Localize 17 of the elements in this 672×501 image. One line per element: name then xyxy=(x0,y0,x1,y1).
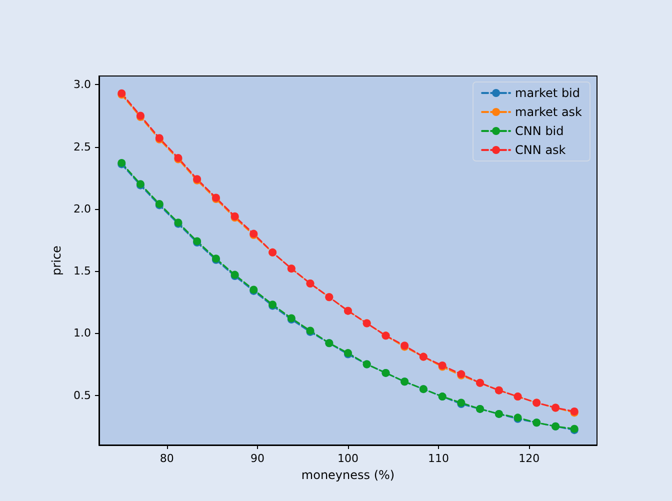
x-tick-label: 80 xyxy=(160,452,174,465)
legend-label: CNN ask xyxy=(515,143,566,157)
x-tick-label: 100 xyxy=(338,452,358,465)
x-tick-label: 110 xyxy=(428,452,450,465)
y-tick-label: 3.0 xyxy=(74,78,91,92)
y-tick-label: 2.0 xyxy=(74,202,91,216)
y-axis-title: price xyxy=(50,246,64,276)
legend-label: market ask xyxy=(515,105,582,119)
y-tick-label: 1.0 xyxy=(74,326,91,340)
legend-label: market bid xyxy=(515,86,580,100)
legend-label: CNN bid xyxy=(515,124,564,138)
y-tick-label: 0.5 xyxy=(74,388,91,402)
x-axis-title: moneyness (%) xyxy=(301,468,395,482)
y-tick-label: 2.5 xyxy=(74,140,91,154)
y-tick-label: 1.5 xyxy=(74,264,91,278)
x-tick-label: 120 xyxy=(518,452,540,465)
x-tick-label: 90 xyxy=(250,452,264,465)
